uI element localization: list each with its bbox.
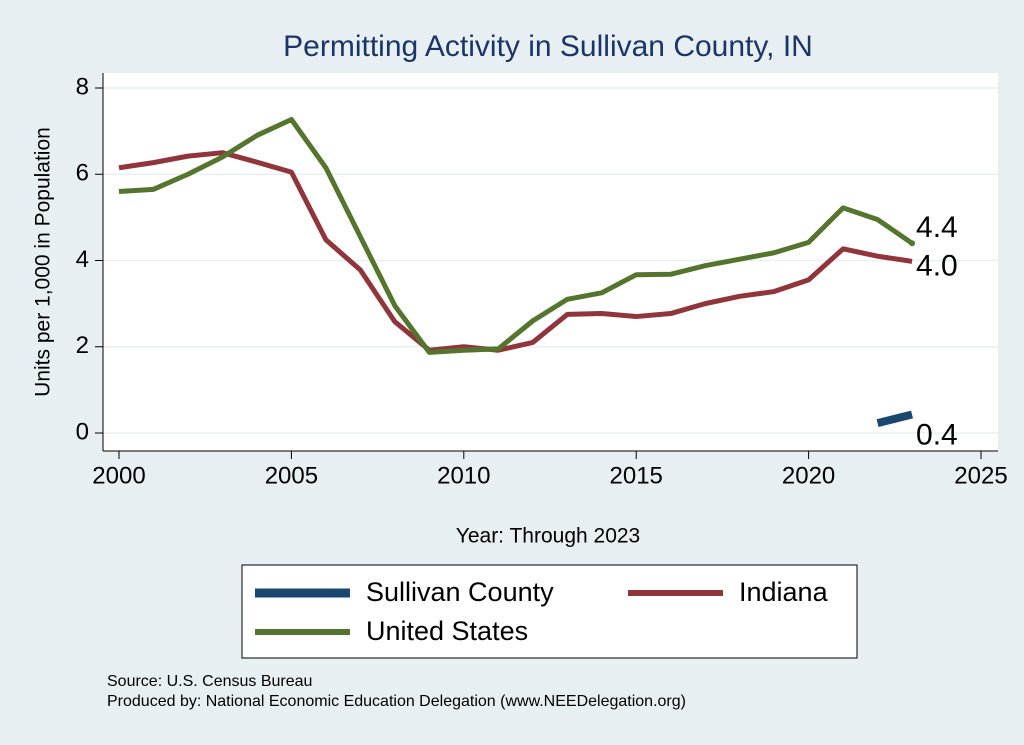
- y-tick-label: 2: [76, 332, 89, 359]
- legend-label: United States: [366, 616, 528, 646]
- x-tick-label: 2025: [954, 462, 1007, 489]
- source-note: Source: U.S. Census Bureau: [107, 673, 312, 690]
- value-label: 4.0: [916, 249, 958, 282]
- x-axis-label: Year: Through 2023: [456, 525, 641, 548]
- series-line: [876, 410, 914, 427]
- legend-box: [241, 564, 858, 659]
- plot-area: [103, 73, 998, 451]
- y-tick-label: 8: [76, 73, 89, 100]
- chart-title: Permitting Activity in Sullivan County, …: [283, 30, 813, 63]
- y-tick-label: 0: [76, 418, 89, 445]
- x-tick-label: 2015: [610, 462, 663, 489]
- end-point: [909, 240, 916, 247]
- x-tick-label: 2000: [92, 462, 145, 489]
- series-line: [118, 116, 914, 355]
- x-tick-label: 2005: [265, 462, 318, 489]
- legend-label: Sullivan County: [366, 577, 554, 607]
- y-tick-label: 4: [76, 246, 89, 273]
- value-label: 4.4: [916, 211, 958, 244]
- value-label: 0.4: [916, 418, 958, 451]
- series-line: [118, 150, 913, 353]
- x-tick-label: 2010: [437, 462, 490, 489]
- y-axis-label: Units per 1,000 in Population: [32, 127, 55, 397]
- x-tick-label: 2020: [782, 462, 835, 489]
- producer-note: Produced by: National Economic Education…: [107, 693, 686, 710]
- legend-label: Indiana: [739, 577, 829, 607]
- y-tick-label: 6: [76, 160, 89, 187]
